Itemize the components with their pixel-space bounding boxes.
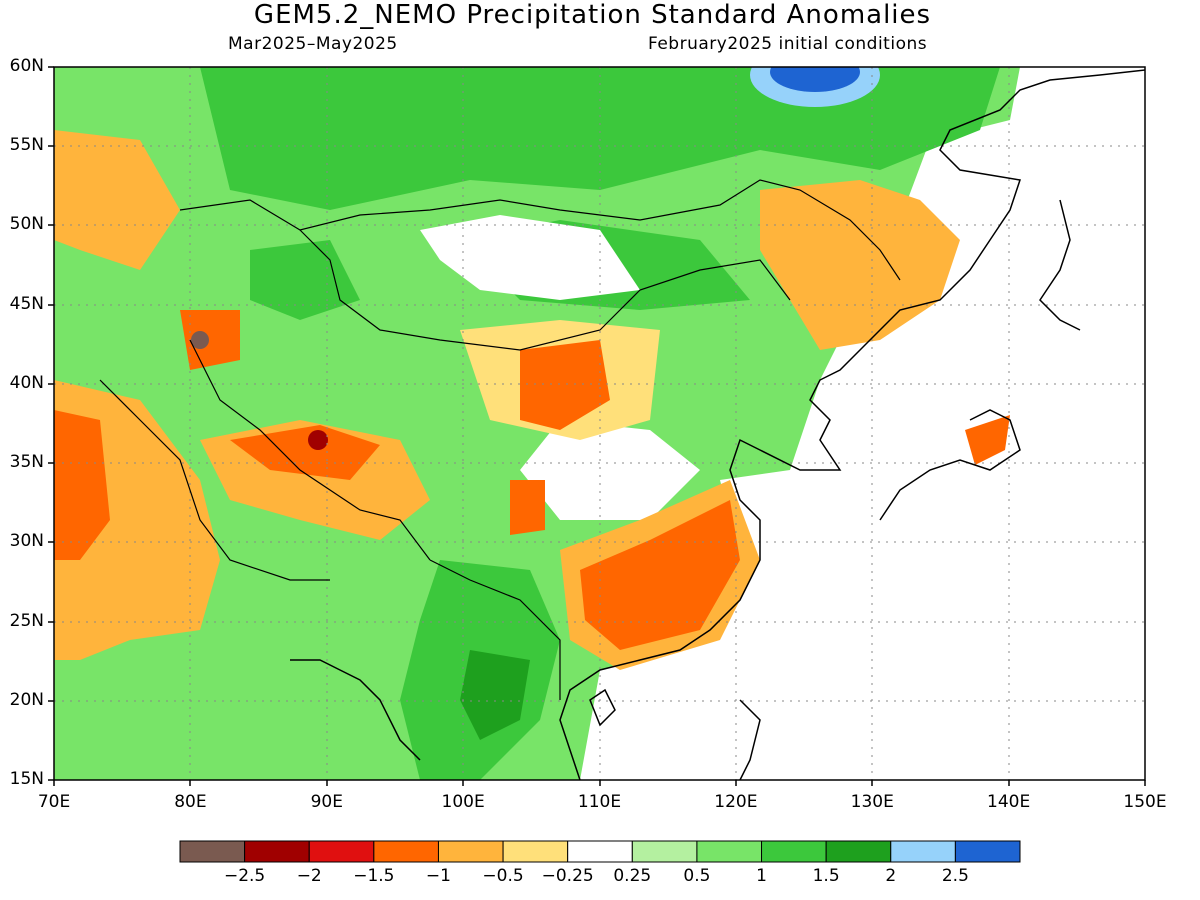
colorbar-swatch: [631, 840, 698, 863]
colorbar-label: −0.5: [482, 866, 524, 886]
anomaly-field: [54, 67, 1145, 780]
colorbar-label: −1: [425, 866, 451, 886]
borders: [99, 179, 901, 700]
dry-sichuan: [510, 480, 545, 535]
colorbar-swatch: [696, 840, 763, 863]
green-dark-indochina: [460, 650, 530, 740]
map-title: GEM5.2_NEMO Precipitation Standard Anoma…: [253, 0, 932, 30]
colorbar-swatch: [567, 840, 633, 863]
colorbar-swatch: [890, 840, 956, 863]
colorbar-label: 0.5: [683, 866, 711, 886]
colorbar-label: −0.25: [541, 866, 594, 886]
colorbar-swatch: [308, 840, 375, 863]
colorbar-swatch: [825, 840, 892, 863]
colorbar-label: 2: [885, 866, 897, 886]
colorbar-label: 2.5: [941, 866, 969, 886]
blue-spot-inner: [770, 67, 860, 92]
dry-india-core: [54, 410, 110, 560]
lat-label: 25N: [9, 610, 44, 631]
lat-label: 30N: [9, 531, 44, 552]
lon-label: 150E: [1123, 792, 1167, 812]
lon-label: 90E: [310, 792, 343, 812]
dry-tibet-core: [230, 425, 380, 480]
dry-japan: [965, 415, 1010, 465]
gridlines: [54, 67, 1145, 780]
colorbar-label: 1: [756, 866, 767, 886]
lat-label: 20N: [9, 689, 44, 710]
lon-label: 80E: [174, 792, 207, 812]
colorbar-label: 0.25: [613, 866, 652, 886]
colorbar-swatch: [954, 840, 1021, 863]
dry-kyrgyzstan-peak: [191, 331, 209, 349]
lat-label: 40N: [9, 372, 44, 393]
lat-label: 15N: [9, 769, 44, 789]
lat-label: 60N: [9, 56, 44, 76]
colorbar-swatch: [373, 840, 439, 863]
lon-label: 140E: [987, 792, 1031, 812]
lon-label: 100E: [441, 792, 485, 812]
green-west: [250, 240, 360, 320]
colorbar-swatch: [761, 840, 827, 863]
dry-southeast-china-core: [580, 500, 740, 650]
colorbar: [179, 840, 1021, 863]
lat-label: 45N: [9, 293, 44, 314]
colorbar-swatch: [437, 840, 504, 863]
white-zone-south: [520, 420, 700, 520]
lon-label: 110E: [577, 792, 622, 812]
colorbar-label: −2.5: [223, 866, 266, 886]
forecast-period: Mar2025–May2025: [228, 34, 398, 54]
coastlines: [290, 69, 1146, 781]
lat-label: 50N: [9, 214, 44, 235]
lon-label: 70E: [37, 792, 71, 812]
colorbar-label: −2: [296, 866, 322, 886]
lon-label: 120E: [714, 792, 758, 812]
white-zone-north-china: [420, 215, 640, 300]
dry-inner-mongolia-core: [520, 340, 610, 430]
lat-label: 55N: [9, 135, 44, 156]
colorbar-label: 1.5: [812, 866, 840, 886]
colorbar-swatch: [179, 840, 246, 863]
dry-kazakhstan: [54, 130, 180, 270]
initial-conditions: February2025 initial conditions: [648, 34, 928, 54]
colorbar-swatch: [244, 840, 310, 863]
colorbar-swatch: [502, 840, 569, 863]
colorbar-label: −1.5: [353, 866, 395, 886]
lon-label: 130E: [850, 792, 894, 812]
axis-ticks: [48, 66, 1146, 786]
lat-label: 35N: [9, 452, 44, 473]
dry-kyrgyzstan-core: [180, 310, 240, 370]
dry-tibet-peak: [308, 430, 328, 450]
